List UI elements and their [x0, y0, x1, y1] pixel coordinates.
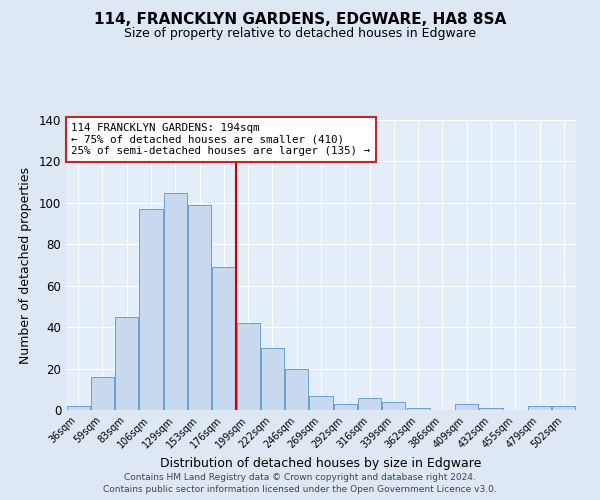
Bar — [212, 267, 235, 410]
Bar — [382, 402, 406, 410]
Y-axis label: Number of detached properties: Number of detached properties — [19, 166, 32, 364]
X-axis label: Distribution of detached houses by size in Edgware: Distribution of detached houses by size … — [160, 457, 482, 470]
Bar — [285, 368, 308, 410]
Text: 114, FRANCKLYN GARDENS, EDGWARE, HA8 8SA: 114, FRANCKLYN GARDENS, EDGWARE, HA8 8SA — [94, 12, 506, 28]
Bar — [334, 404, 357, 410]
Bar — [91, 377, 114, 410]
Bar — [479, 408, 503, 410]
Bar — [139, 209, 163, 410]
Text: 114 FRANCKLYN GARDENS: 194sqm
← 75% of detached houses are smaller (410)
25% of : 114 FRANCKLYN GARDENS: 194sqm ← 75% of d… — [71, 123, 370, 156]
Text: Size of property relative to detached houses in Edgware: Size of property relative to detached ho… — [124, 28, 476, 40]
Bar — [358, 398, 381, 410]
Bar — [310, 396, 332, 410]
Bar — [236, 323, 260, 410]
Bar — [67, 406, 89, 410]
Text: Contains public sector information licensed under the Open Government Licence v3: Contains public sector information licen… — [103, 485, 497, 494]
Bar — [553, 406, 575, 410]
Bar — [407, 408, 430, 410]
Bar — [455, 404, 478, 410]
Bar — [164, 192, 187, 410]
Bar — [261, 348, 284, 410]
Bar — [528, 406, 551, 410]
Bar — [188, 205, 211, 410]
Text: Contains HM Land Registry data © Crown copyright and database right 2024.: Contains HM Land Registry data © Crown c… — [124, 472, 476, 482]
Bar — [115, 317, 138, 410]
